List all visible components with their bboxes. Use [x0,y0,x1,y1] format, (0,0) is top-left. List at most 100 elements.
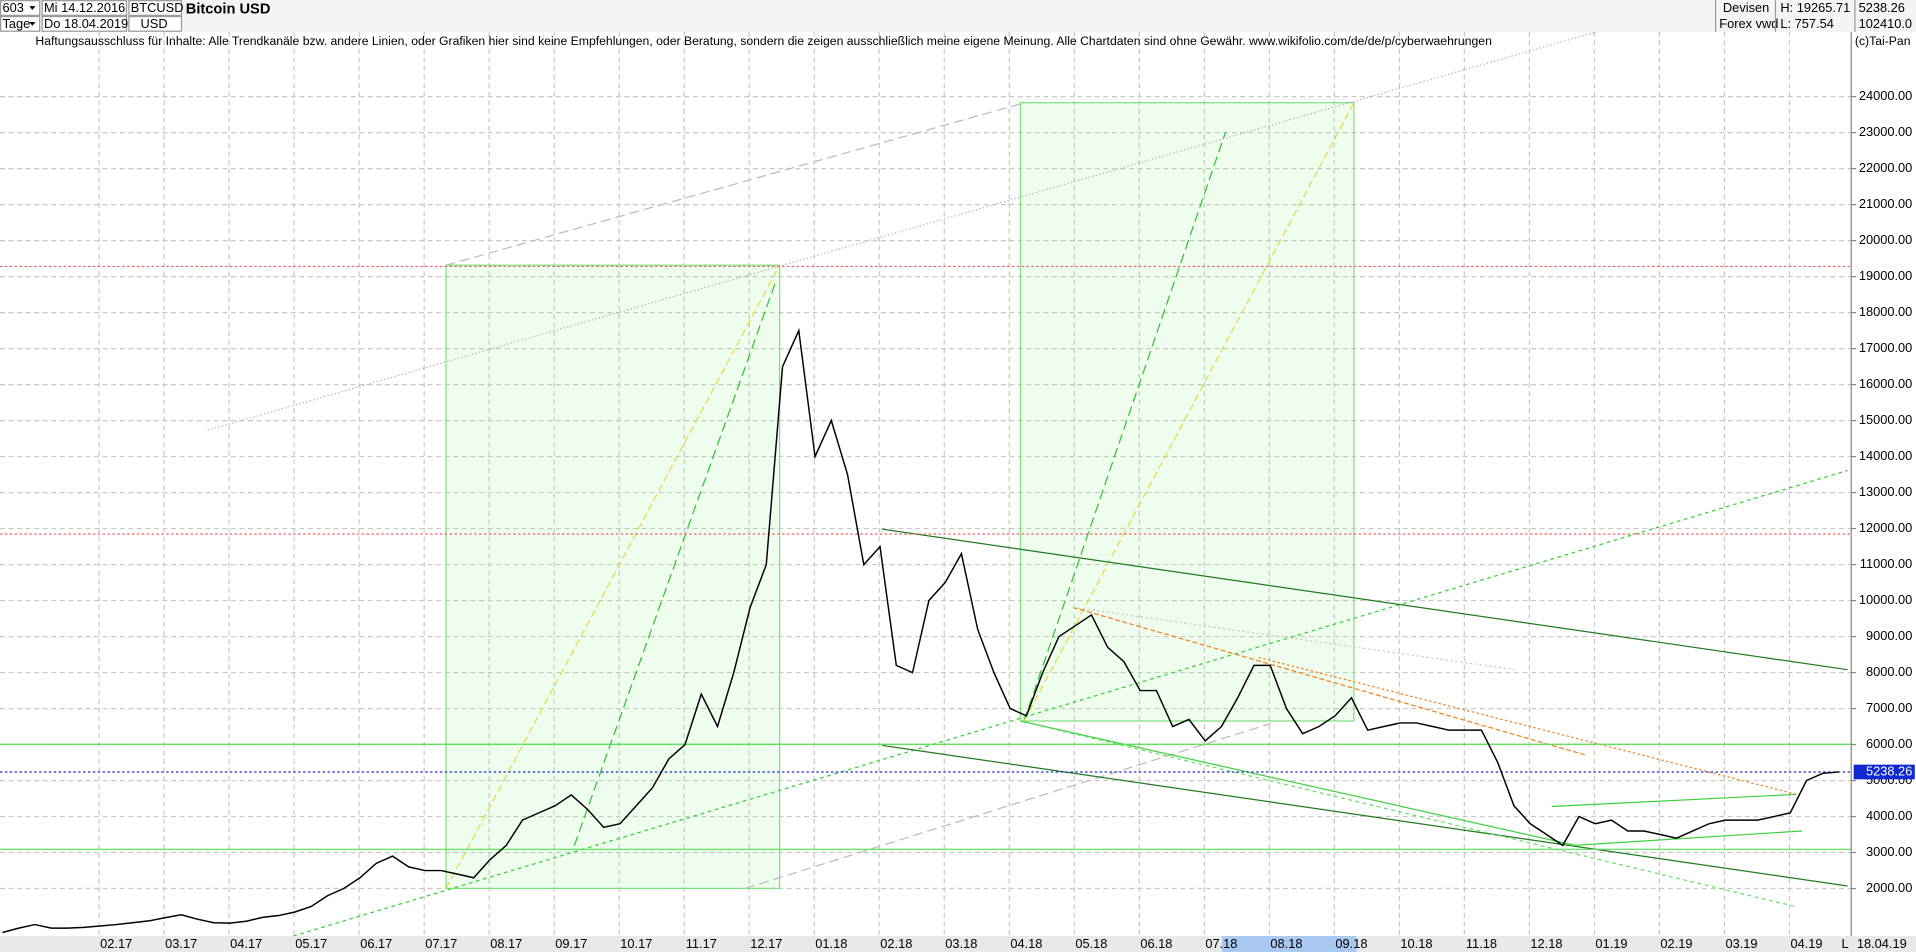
drawings [0,30,1852,937]
interval: Tage [2,16,30,31]
x-axis-marker: L [1842,936,1849,951]
trend-line [1072,606,1516,671]
trend-line [745,722,1271,889]
y-tick-label: 2000.00 [1866,880,1912,895]
current-price-label: 5238.26 [1866,763,1912,778]
trend-line [1023,102,1355,722]
source: Forex vwd [1719,16,1778,31]
x-tick-label: 05.18 [1075,936,1107,951]
trend-line [882,744,1848,887]
market: Devisen [1723,0,1769,15]
x-tick-label: 02.19 [1660,936,1692,951]
x-tick-label: 11.17 [686,936,717,951]
y-tick-label: 16000.00 [1859,376,1913,391]
y-tick-label: 7000.00 [1866,700,1912,715]
copyright: (c)Tai-Pan [1855,34,1911,48]
dropdown-arrow [29,6,36,10]
y-tick-label: 24000.00 [1859,88,1913,103]
x-tick-label: 04.19 [1790,936,1822,951]
y-tick-label: 17000.00 [1859,340,1913,355]
end-date: Do 18.04.2019 [44,16,128,31]
x-tick-label: 03.18 [945,936,977,951]
axis-panel [1851,31,1916,937]
x-tick-label: 06.18 [1140,936,1172,951]
series [0,327,1852,934]
y-tick-label: 15000.00 [1859,412,1913,427]
volume: 102410.0 [1859,16,1913,31]
trend-line [1072,606,1587,756]
x-tick-label: 10.17 [620,936,652,951]
x-tick-label: 01.19 [1595,936,1627,951]
y-tick-label: 19000.00 [1859,268,1913,283]
x-axis-band [0,936,1916,952]
header-bar [0,0,1916,32]
x-tick-label: 10.18 [1400,936,1432,951]
field [128,0,183,16]
x-tick-label: 04.18 [1010,936,1042,951]
x-axis-highlight [1221,936,1357,952]
trend-line [1570,830,1803,847]
field [128,15,183,32]
grid [0,31,1852,937]
x-tick-label: 03.19 [1725,936,1757,951]
x-tick-label: 12.17 [750,936,782,951]
y-tick-label: 10000.00 [1859,592,1913,607]
trend-line [882,528,1848,671]
low: L: 757.54 [1780,16,1834,31]
axes: 2000.003000.004000.005000.006000.007000.… [100,88,1915,951]
x-tick-label: 09.17 [555,936,587,951]
trend-line [573,280,777,846]
x-tick-label: 11.18 [1466,936,1497,951]
trend-line [1551,793,1797,808]
instrument-name: Bitcoin USD [186,2,271,18]
start-date: Mi 14.12.2016 [44,0,125,15]
current-price-box [1853,764,1915,780]
y-tick-label: 23000.00 [1859,124,1913,139]
dropdown-arrow [29,22,36,26]
field [0,15,41,32]
x-tick-label: 09.18 [1335,936,1367,951]
y-tick-label: 20000.00 [1859,232,1913,247]
trend-line [293,469,1848,937]
field [41,0,128,16]
field [0,0,41,16]
currency: USD [141,16,168,31]
trend-line [445,264,781,889]
y-tick-label: 21000.00 [1859,196,1913,211]
x-tick-label: 03.17 [165,936,197,951]
x-tick-label: 04.17 [230,936,262,951]
period: 603 [2,0,23,15]
x-tick-label: 02.18 [880,936,912,951]
x-tick-label: 07.17 [425,936,457,951]
x-tick-label: 05.17 [295,936,327,951]
price-line [2,327,1840,934]
y-tick-label: 9000.00 [1866,628,1912,643]
symbol: BTCUSD [131,0,184,15]
x-tick-label: 02.17 [100,936,132,951]
y-tick-label: 3000.00 [1866,844,1912,859]
x-tick-label: 12.18 [1530,936,1562,951]
y-tick-label: 11000.00 [1860,556,1913,571]
trend-line [1020,720,1797,908]
y-tick-label: 22000.00 [1859,160,1913,175]
field [41,15,128,32]
x-tick-label: 07.18 [1205,936,1237,951]
y-tick-label: 12000.00 [1859,520,1913,535]
x-tick-label: 01.18 [815,936,847,951]
y-tick-label: 13000.00 [1859,484,1913,499]
y-tick-label: 18000.00 [1859,304,1913,319]
x-tick-label: 08.17 [490,936,522,951]
x-tick-label: 08.18 [1270,936,1302,951]
x-tick-label: 06.17 [360,936,392,951]
trend-line [1023,131,1227,722]
trend-line [1020,720,1577,847]
last: 5238.26 [1859,0,1905,15]
disclaimer: Haftungsausschluss für Inhalte: Alle Tre… [35,34,1491,48]
trend-line [445,103,1021,266]
y-tick-label: 8000.00 [1866,664,1912,679]
high: H: 19265.71 [1780,0,1850,15]
x-end-label: 18.04.19 [1857,936,1907,951]
header: 603 Tage Mi 14.12.2016 Do 18.04.2019 BTC… [0,0,1916,32]
